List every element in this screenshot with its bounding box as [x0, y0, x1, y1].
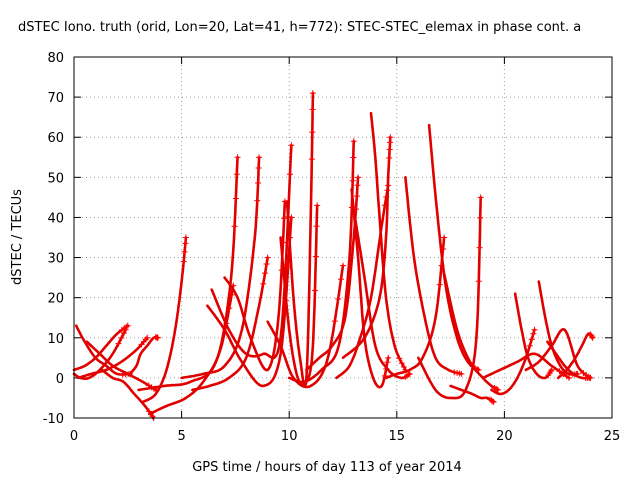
series-line	[100, 368, 155, 420]
y-tick-labels: -10 0 10 20 30 40 50 60 70 80	[43, 51, 64, 427]
series-line	[85, 340, 158, 392]
series-8	[180, 154, 263, 380]
series-6	[148, 282, 237, 416]
series-35	[481, 352, 572, 381]
x-tick-label: 10	[281, 429, 298, 444]
y-tick-label: 20	[47, 292, 64, 307]
series-line	[369, 111, 407, 372]
series-5	[141, 234, 189, 404]
series-line	[427, 123, 480, 372]
series-line	[350, 188, 390, 389]
series-16	[287, 138, 357, 384]
series-line	[384, 236, 446, 380]
x-tick-labels: 0 5 10 15 20 25	[70, 429, 620, 444]
series-line	[404, 176, 463, 376]
series-line	[141, 236, 188, 404]
plot-frame	[73, 56, 613, 419]
series-23	[384, 234, 448, 380]
series-9	[191, 254, 271, 392]
series-15	[266, 262, 346, 389]
series-12	[223, 198, 288, 372]
series-line	[180, 156, 261, 380]
y-tick-label: 60	[47, 131, 64, 146]
series-3	[85, 340, 159, 393]
series-29	[490, 326, 538, 396]
series-24	[404, 176, 465, 377]
series-20	[352, 208, 413, 380]
series-36	[72, 322, 131, 372]
series-4	[100, 368, 157, 421]
y-tick-label: 50	[47, 171, 64, 186]
y-tick-label: 0	[56, 372, 64, 387]
series-line	[442, 272, 500, 392]
series-line	[335, 184, 390, 380]
series-33	[556, 331, 596, 380]
series-25	[427, 123, 482, 373]
series-line	[210, 143, 293, 360]
x-tick-label: 20	[496, 429, 513, 444]
y-tick-label: 40	[47, 211, 64, 226]
series-line	[206, 216, 293, 388]
series-line	[352, 208, 411, 380]
series-26	[442, 272, 501, 393]
series-28	[449, 384, 497, 405]
x-tick-label: 15	[389, 429, 406, 444]
series-27	[417, 194, 484, 400]
series-line	[74, 324, 132, 376]
series-line	[449, 384, 495, 404]
y-axis-label: dSTEC / TECUs	[10, 189, 25, 285]
x-axis-label: GPS time / hours of day 113 of year 2014	[192, 460, 462, 475]
chart-title: dSTEC Iono. truth (orid, Lon=20, Lat=41,…	[18, 20, 581, 35]
series-21	[369, 111, 409, 373]
series-34	[524, 327, 594, 381]
x-tick-label: 5	[177, 429, 185, 444]
series-line	[524, 327, 592, 380]
series-line	[266, 264, 345, 389]
x-tick-label: 0	[70, 429, 78, 444]
y-tick-label: 30	[47, 252, 64, 267]
series-37	[128, 334, 161, 376]
series-22	[341, 134, 394, 360]
series-line	[191, 256, 269, 392]
series-line	[417, 196, 482, 400]
series-line	[481, 352, 571, 380]
y-tick-label: -10	[43, 412, 64, 427]
series-line	[556, 332, 594, 380]
series-line	[223, 200, 287, 372]
y-tick-label: 80	[47, 51, 64, 66]
series-line	[490, 328, 536, 396]
y-tick-label: 70	[47, 91, 64, 106]
series-line	[137, 156, 239, 392]
series-line	[341, 135, 392, 360]
series-layer	[72, 90, 596, 421]
series-line	[287, 139, 356, 384]
series-31	[537, 280, 581, 378]
x-tick-label: 25	[604, 429, 621, 444]
series-7	[137, 154, 241, 392]
y-tick-label: 10	[47, 332, 64, 347]
series-line	[72, 324, 130, 372]
